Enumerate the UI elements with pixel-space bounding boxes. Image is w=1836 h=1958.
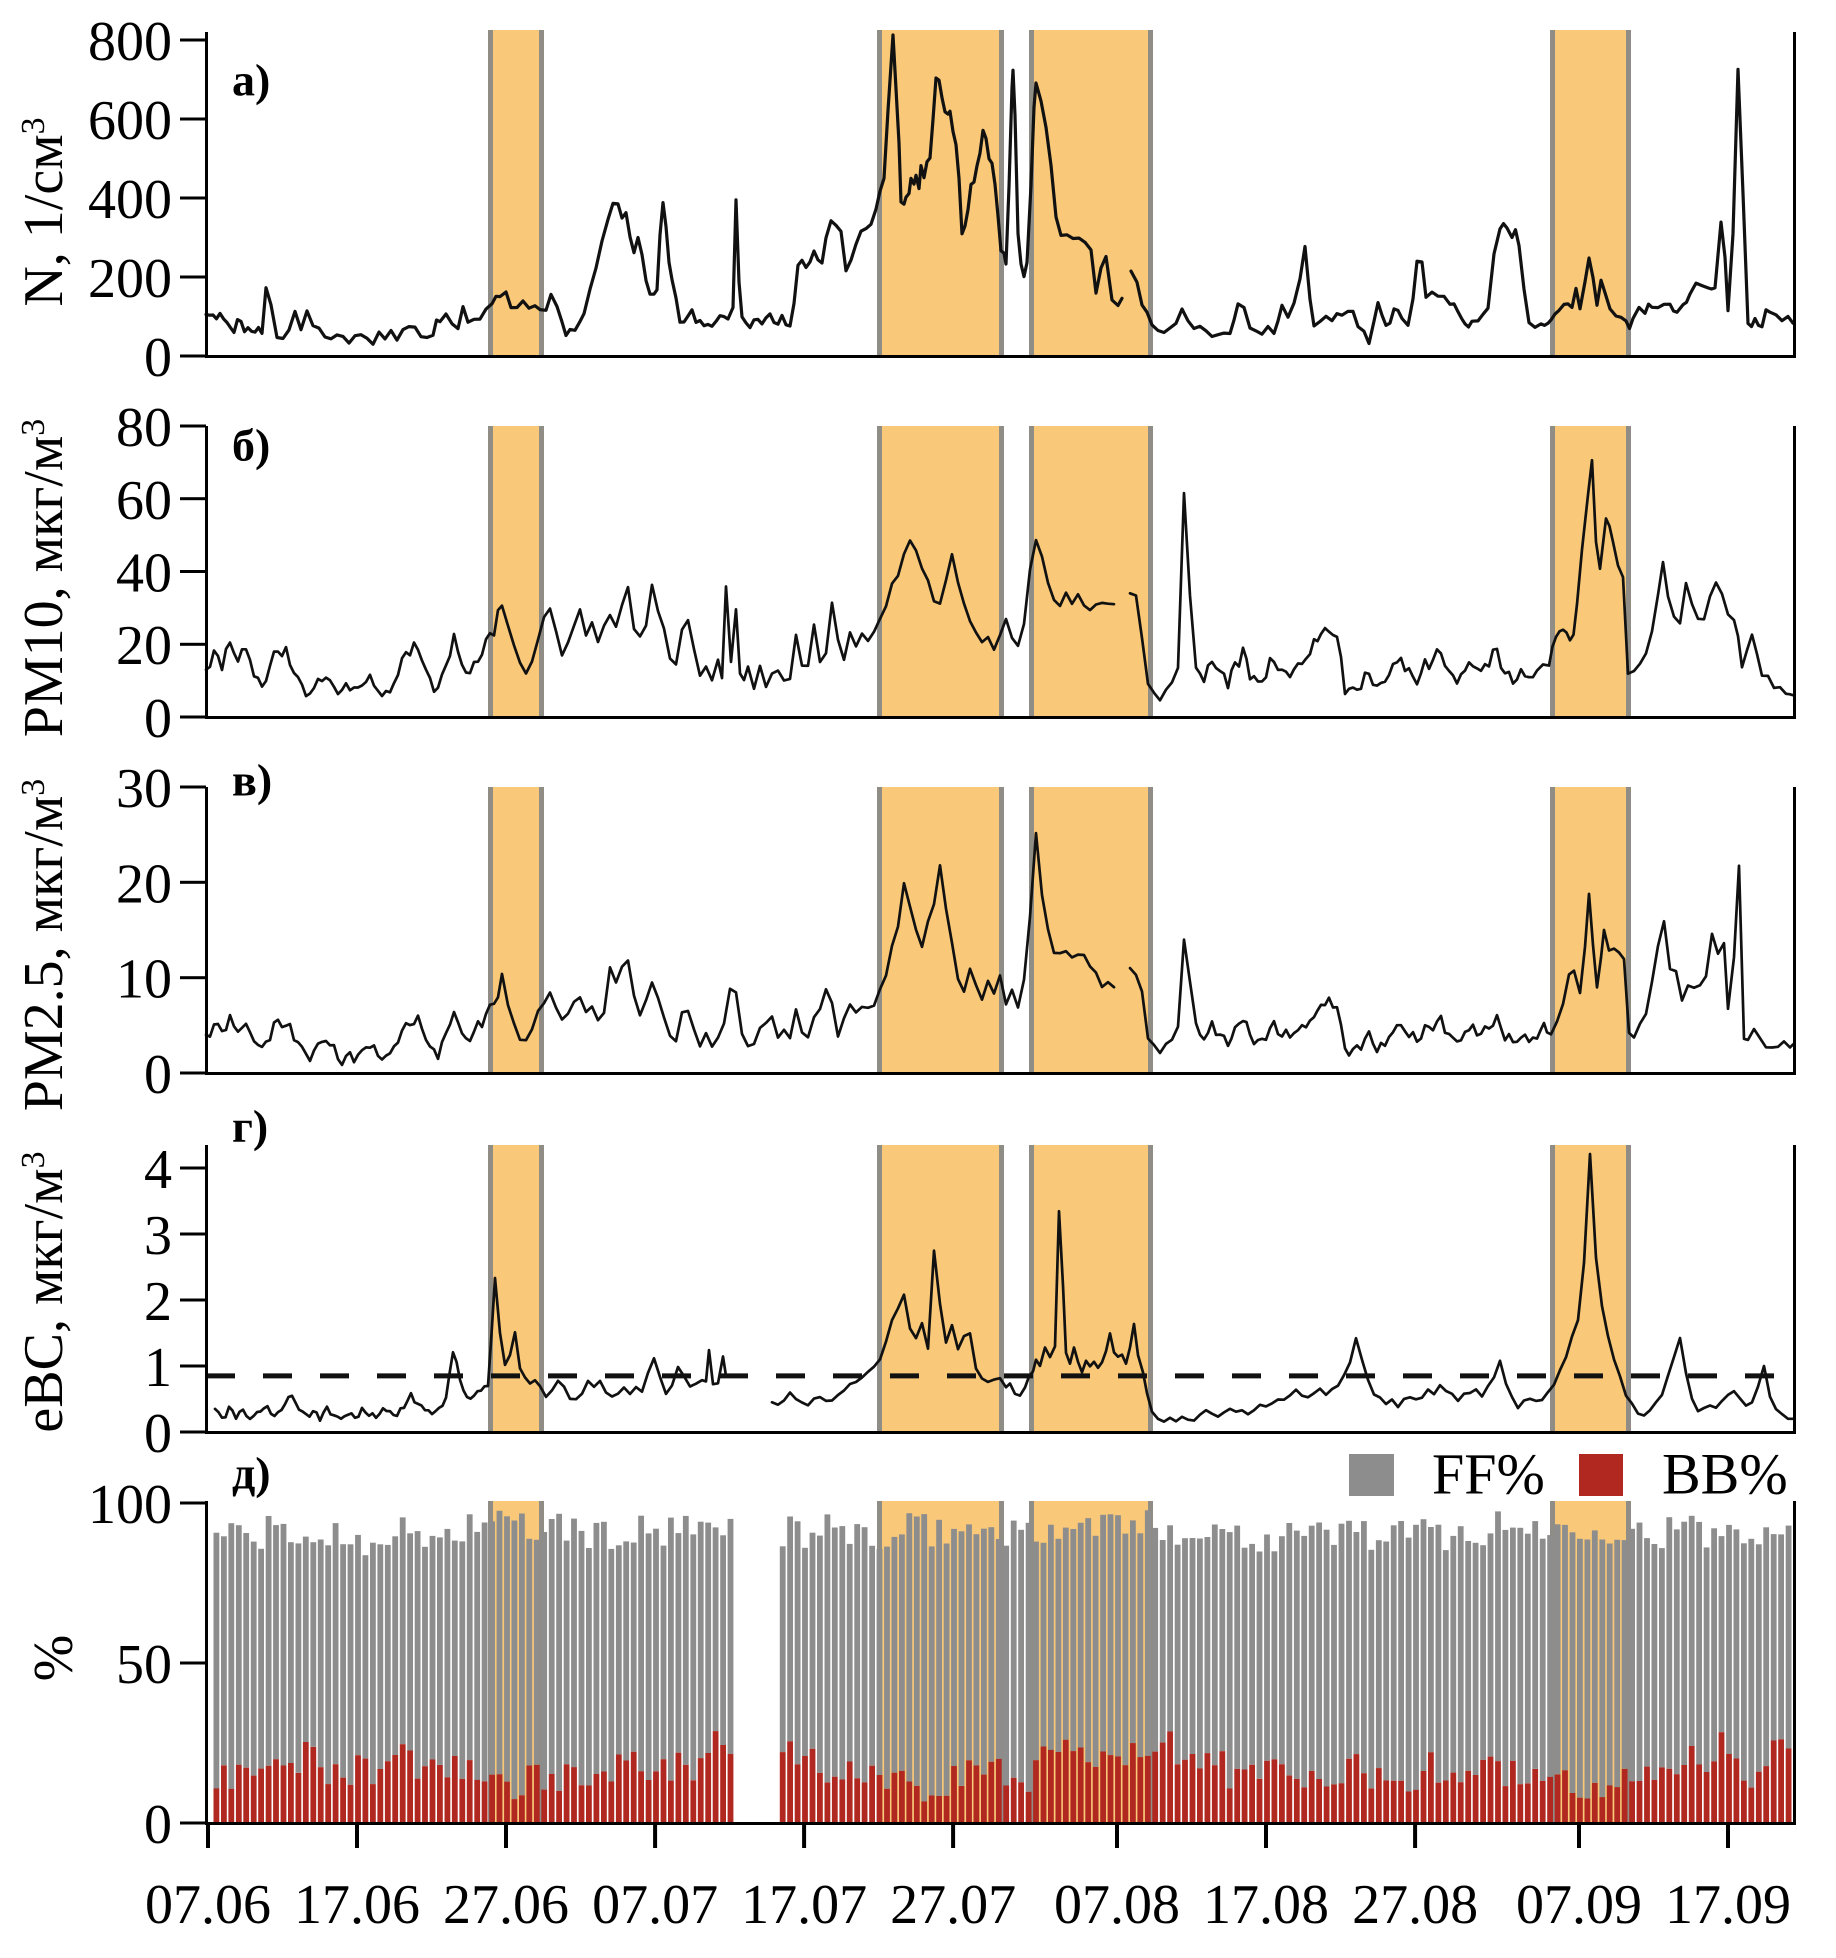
svg-text:BB%: BB% — [1662, 1442, 1788, 1507]
svg-text:20: 20 — [116, 853, 172, 915]
svg-text:PM10, мкг/м3: PM10, мкг/м3 — [13, 419, 75, 738]
svg-text:17.07: 17.07 — [741, 1874, 867, 1936]
svg-text:27.07: 27.07 — [890, 1874, 1016, 1936]
svg-text:400: 400 — [88, 169, 172, 231]
svg-text:07.09: 07.09 — [1516, 1874, 1642, 1936]
svg-text:0: 0 — [144, 1044, 172, 1106]
svg-text:а): а) — [232, 55, 270, 106]
svg-text:27.08: 27.08 — [1352, 1874, 1478, 1936]
svg-text:20: 20 — [116, 615, 172, 677]
svg-text:600: 600 — [88, 90, 172, 152]
svg-text:17.06: 17.06 — [294, 1874, 420, 1936]
svg-text:07.07: 07.07 — [592, 1874, 718, 1936]
svg-text:PM2.5, мкг/м3: PM2.5, мкг/м3 — [13, 779, 75, 1112]
svg-text:800: 800 — [88, 11, 172, 73]
svg-text:100: 100 — [88, 1474, 172, 1536]
svg-text:27.06: 27.06 — [443, 1874, 569, 1936]
svg-text:200: 200 — [88, 248, 172, 310]
svg-text:%: % — [23, 1635, 85, 1682]
svg-text:50: 50 — [116, 1634, 172, 1696]
svg-text:2: 2 — [144, 1271, 172, 1333]
svg-text:1: 1 — [144, 1337, 172, 1399]
svg-text:б): б) — [232, 420, 270, 471]
svg-text:г): г) — [232, 1101, 268, 1152]
svg-text:07.06: 07.06 — [145, 1874, 271, 1936]
svg-text:FF%: FF% — [1432, 1442, 1545, 1507]
svg-text:3: 3 — [144, 1205, 172, 1267]
svg-text:30: 30 — [116, 758, 172, 820]
svg-text:0: 0 — [144, 688, 172, 750]
svg-text:40: 40 — [116, 543, 172, 605]
svg-text:4: 4 — [144, 1139, 172, 1201]
svg-text:80: 80 — [116, 397, 172, 459]
svg-text:eBC, мкг/м3: eBC, мкг/м3 — [13, 1151, 75, 1432]
svg-text:0: 0 — [144, 1794, 172, 1856]
svg-text:0: 0 — [144, 1403, 172, 1465]
svg-text:0: 0 — [144, 327, 172, 389]
svg-text:д): д) — [232, 1448, 271, 1499]
svg-text:10: 10 — [116, 949, 172, 1011]
svg-text:N, 1/см3: N, 1/см3 — [13, 117, 75, 306]
svg-text:17.09: 17.09 — [1665, 1874, 1791, 1936]
svg-text:60: 60 — [116, 470, 172, 532]
svg-text:07.08: 07.08 — [1054, 1874, 1180, 1936]
svg-text:в): в) — [232, 755, 272, 806]
svg-text:17.08: 17.08 — [1203, 1874, 1329, 1936]
